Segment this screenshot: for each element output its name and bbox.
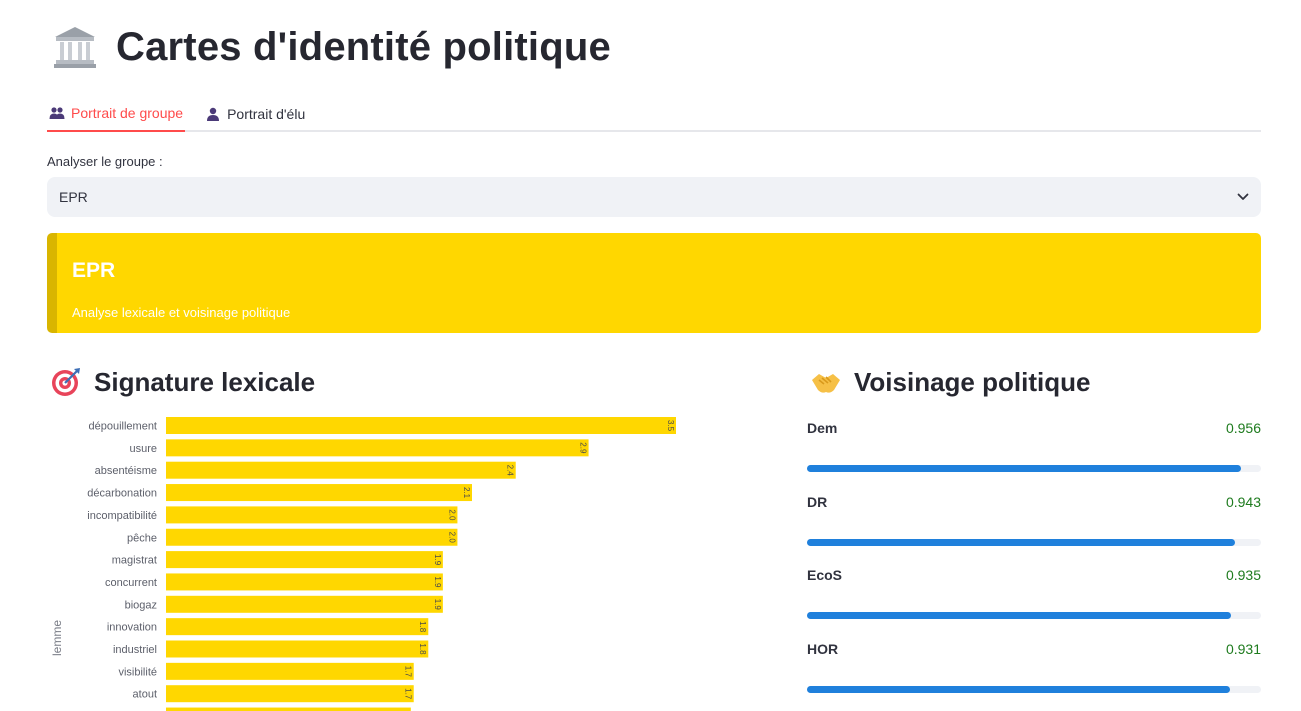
group-banner: EPR Analyse lexicale et voisinage politi… — [47, 233, 1261, 333]
neighbor-item: EcoS 0.935 — [807, 559, 1261, 633]
bar — [166, 573, 443, 591]
bar — [166, 595, 443, 613]
lexical-section-heading: Signature lexicale — [50, 366, 315, 398]
category-label: magistrat — [112, 555, 157, 567]
bar-value-label: 2.9 — [578, 442, 587, 454]
neighbor-item: Dem 0.956 — [807, 412, 1261, 486]
neighbor-name: HOR — [807, 640, 839, 657]
group-icon — [49, 107, 65, 119]
page-title: Cartes d'identité politique — [116, 24, 611, 69]
bar-value-label: 2.0 — [447, 532, 456, 544]
tab-label: Portrait d'élu — [227, 106, 306, 122]
category-label: décarbonation — [87, 488, 157, 500]
person-icon — [207, 107, 220, 121]
category-label: concurrent — [105, 577, 157, 589]
bar — [166, 640, 429, 658]
group-select-value: EPR — [59, 189, 88, 205]
y-axis-title: lemme — [50, 620, 64, 656]
bar-value-label: 1.8 — [418, 621, 427, 633]
neighbor-score: 0.956 — [1225, 420, 1261, 436]
bar-partial — [166, 707, 411, 711]
category-label: industriel — [113, 644, 157, 656]
bar — [166, 461, 516, 479]
group-select-label: Analyser le groupe : — [47, 154, 163, 169]
bar-value-label: 1.7 — [404, 666, 413, 678]
bar-value-label: 3.5 — [666, 420, 675, 432]
bar — [166, 417, 676, 434]
bar — [166, 528, 458, 546]
group-select[interactable]: EPR — [47, 177, 1261, 217]
page-header: Cartes d'identité politique — [52, 24, 611, 70]
category-label: dépouillement — [89, 421, 158, 433]
bar — [166, 506, 458, 524]
neighbor-score: 0.943 — [1225, 493, 1261, 510]
similarity-progress-fill — [807, 612, 1232, 619]
neighbors-heading-text: Voisinage politique — [854, 366, 1091, 397]
category-label: visibilité — [118, 666, 157, 678]
banner-subtitle: Analyse lexicale et voisinage politique — [72, 305, 291, 320]
bar-value-label: 2.0 — [447, 509, 456, 521]
bar-value-label: 2.1 — [462, 487, 471, 499]
category-label: innovation — [107, 622, 157, 634]
handshake-icon — [812, 374, 840, 393]
bar-value-label: 1.8 — [418, 643, 427, 655]
similarity-progress-bar — [807, 685, 1261, 693]
tab-portrait-d-elu[interactable]: Portrait d'élu — [203, 96, 307, 132]
lexical-signature-chart: lemme dépouillement 3.5 usure 2.9 absentéisme… — [50, 417, 676, 711]
bar — [166, 618, 429, 636]
neighbors-list: Dem 0.956 DR 0.943 EcoS 0.935 HOR 0.931 — [807, 412, 1261, 706]
neighbor-item: HOR 0.931 — [807, 633, 1261, 707]
lexical-heading-text: Signature lexicale — [94, 366, 316, 397]
category-label: atout — [133, 689, 157, 701]
category-label: biogaz — [125, 599, 157, 611]
bar-value-label: 1.9 — [433, 599, 442, 611]
neighbor-item: DR 0.943 — [807, 486, 1261, 560]
tab-portrait-de-groupe[interactable]: Portrait de groupe — [47, 96, 186, 132]
neighbor-name: Dem — [807, 420, 838, 436]
similarity-progress-fill — [807, 538, 1236, 546]
similarity-progress-bar — [807, 538, 1261, 546]
similarity-progress-fill — [807, 685, 1230, 693]
neighbor-name: DR — [807, 493, 828, 510]
target-icon — [52, 368, 80, 396]
banner-title: EPR — [72, 259, 116, 282]
chevron-down-icon — [1237, 193, 1249, 200]
tab-bar: Portrait de groupe Portrait d'élu — [47, 96, 1261, 132]
neighbors-section-heading: Voisinage politique — [810, 366, 1090, 398]
similarity-progress-bar — [807, 612, 1261, 619]
bar-value-label: 1.9 — [433, 554, 442, 566]
bar — [166, 551, 443, 569]
neighbor-score: 0.935 — [1225, 567, 1261, 583]
bar — [166, 439, 589, 457]
classical-building-icon — [54, 27, 96, 68]
similarity-progress-bar — [807, 465, 1261, 472]
tab-label: Portrait de groupe — [71, 105, 184, 121]
bar — [166, 484, 472, 502]
category-label: incompatibilité — [87, 510, 157, 522]
bar — [166, 662, 414, 680]
bar — [166, 685, 414, 703]
similarity-progress-fill — [807, 465, 1242, 472]
bar-value-label: 2.4 — [506, 465, 515, 477]
bar-value-label: 1.7 — [404, 688, 413, 700]
category-label: pêche — [127, 532, 157, 544]
category-label: usure — [129, 443, 157, 455]
category-label: absentéisme — [95, 465, 157, 477]
bar-value-label: 1.9 — [433, 576, 442, 588]
neighbor-score: 0.931 — [1225, 640, 1261, 657]
neighbor-name: EcoS — [807, 567, 843, 583]
